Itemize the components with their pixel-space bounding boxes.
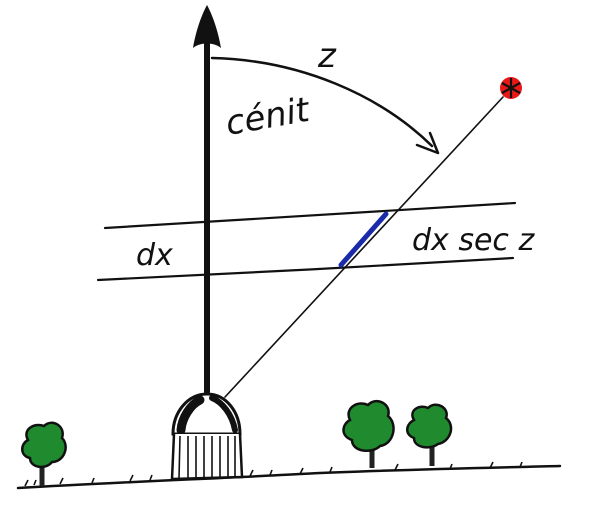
tree-icon: [21, 421, 67, 486]
tree-icon: [406, 403, 453, 466]
layer-line-lower: [96, 256, 515, 282]
observatory-dome-icon: [170, 392, 244, 481]
ground-line: [16, 464, 562, 490]
tree-icon: [342, 399, 395, 468]
zenith-angle-label: z: [317, 36, 337, 76]
zenith-angle-arc: [210, 56, 434, 148]
layer-thickness-label: dx: [136, 238, 173, 273]
slant-path-segment: [338, 211, 389, 268]
star-icon: [500, 77, 522, 99]
zenith-label: cénit: [223, 90, 314, 144]
layer-line-upper: [103, 201, 517, 230]
zenith-arrowhead-icon: [193, 5, 221, 48]
grass-tufts: [24, 461, 523, 487]
arc-arrowhead-icon: [415, 131, 440, 155]
line-of-sight: [224, 96, 504, 398]
slant-path-label: dx sec z: [412, 223, 535, 258]
